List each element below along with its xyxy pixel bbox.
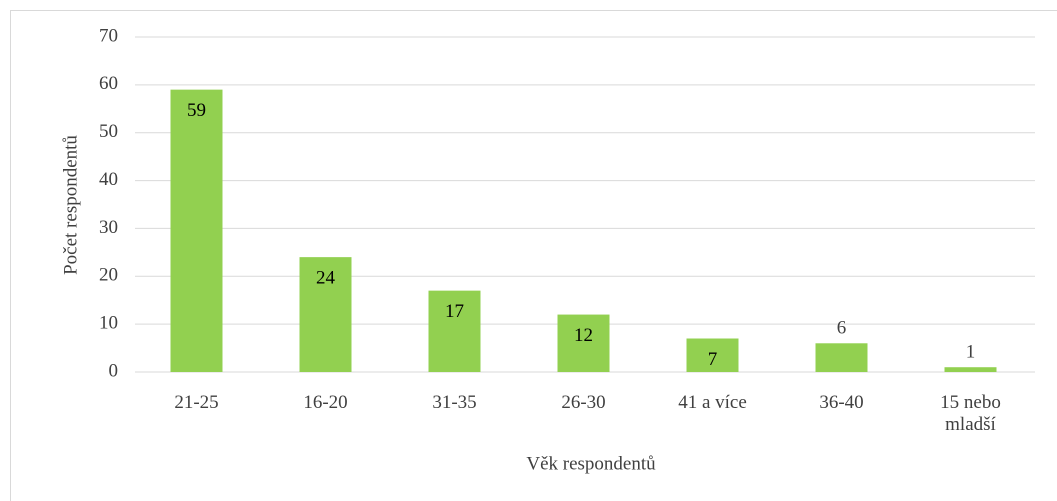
bar — [557, 314, 610, 372]
y-tick-label: 30 — [99, 217, 118, 238]
x-tick-label: 41 a více — [678, 392, 747, 413]
y-tick-label: 70 — [99, 25, 118, 46]
bar — [944, 367, 997, 372]
data-label: 1 — [966, 342, 976, 363]
data-label: 7 — [708, 349, 718, 370]
bar — [299, 257, 352, 372]
y-axis-title: Počet respondentů — [60, 135, 81, 275]
y-tick-label: 10 — [99, 313, 118, 334]
x-tick-label: 26-30 — [561, 392, 606, 413]
data-label: 59 — [187, 100, 206, 121]
y-tick-label: 40 — [99, 169, 118, 190]
y-tick-label: 50 — [99, 121, 118, 142]
data-label: 24 — [316, 268, 336, 289]
x-tick-label: 36-40 — [819, 392, 864, 413]
data-label: 17 — [445, 301, 464, 322]
x-tick-label: 31-35 — [432, 392, 477, 413]
y-tick-label: 60 — [99, 73, 118, 94]
bar — [686, 338, 739, 372]
chart-border — [10, 10, 1057, 501]
y-tick-label: 20 — [99, 265, 118, 286]
bar — [815, 343, 868, 372]
data-label: 12 — [574, 325, 593, 346]
data-label: 6 — [837, 318, 847, 339]
bar — [170, 89, 223, 373]
x-axis-title: Věk respondentů — [526, 453, 656, 474]
y-tick-label: 0 — [109, 360, 119, 381]
bar — [428, 290, 481, 372]
x-tick-label: 16-20 — [303, 392, 348, 413]
x-tick-label: 15 nebo mladší — [940, 392, 1001, 435]
x-tick-label: 21-25 — [174, 392, 219, 413]
